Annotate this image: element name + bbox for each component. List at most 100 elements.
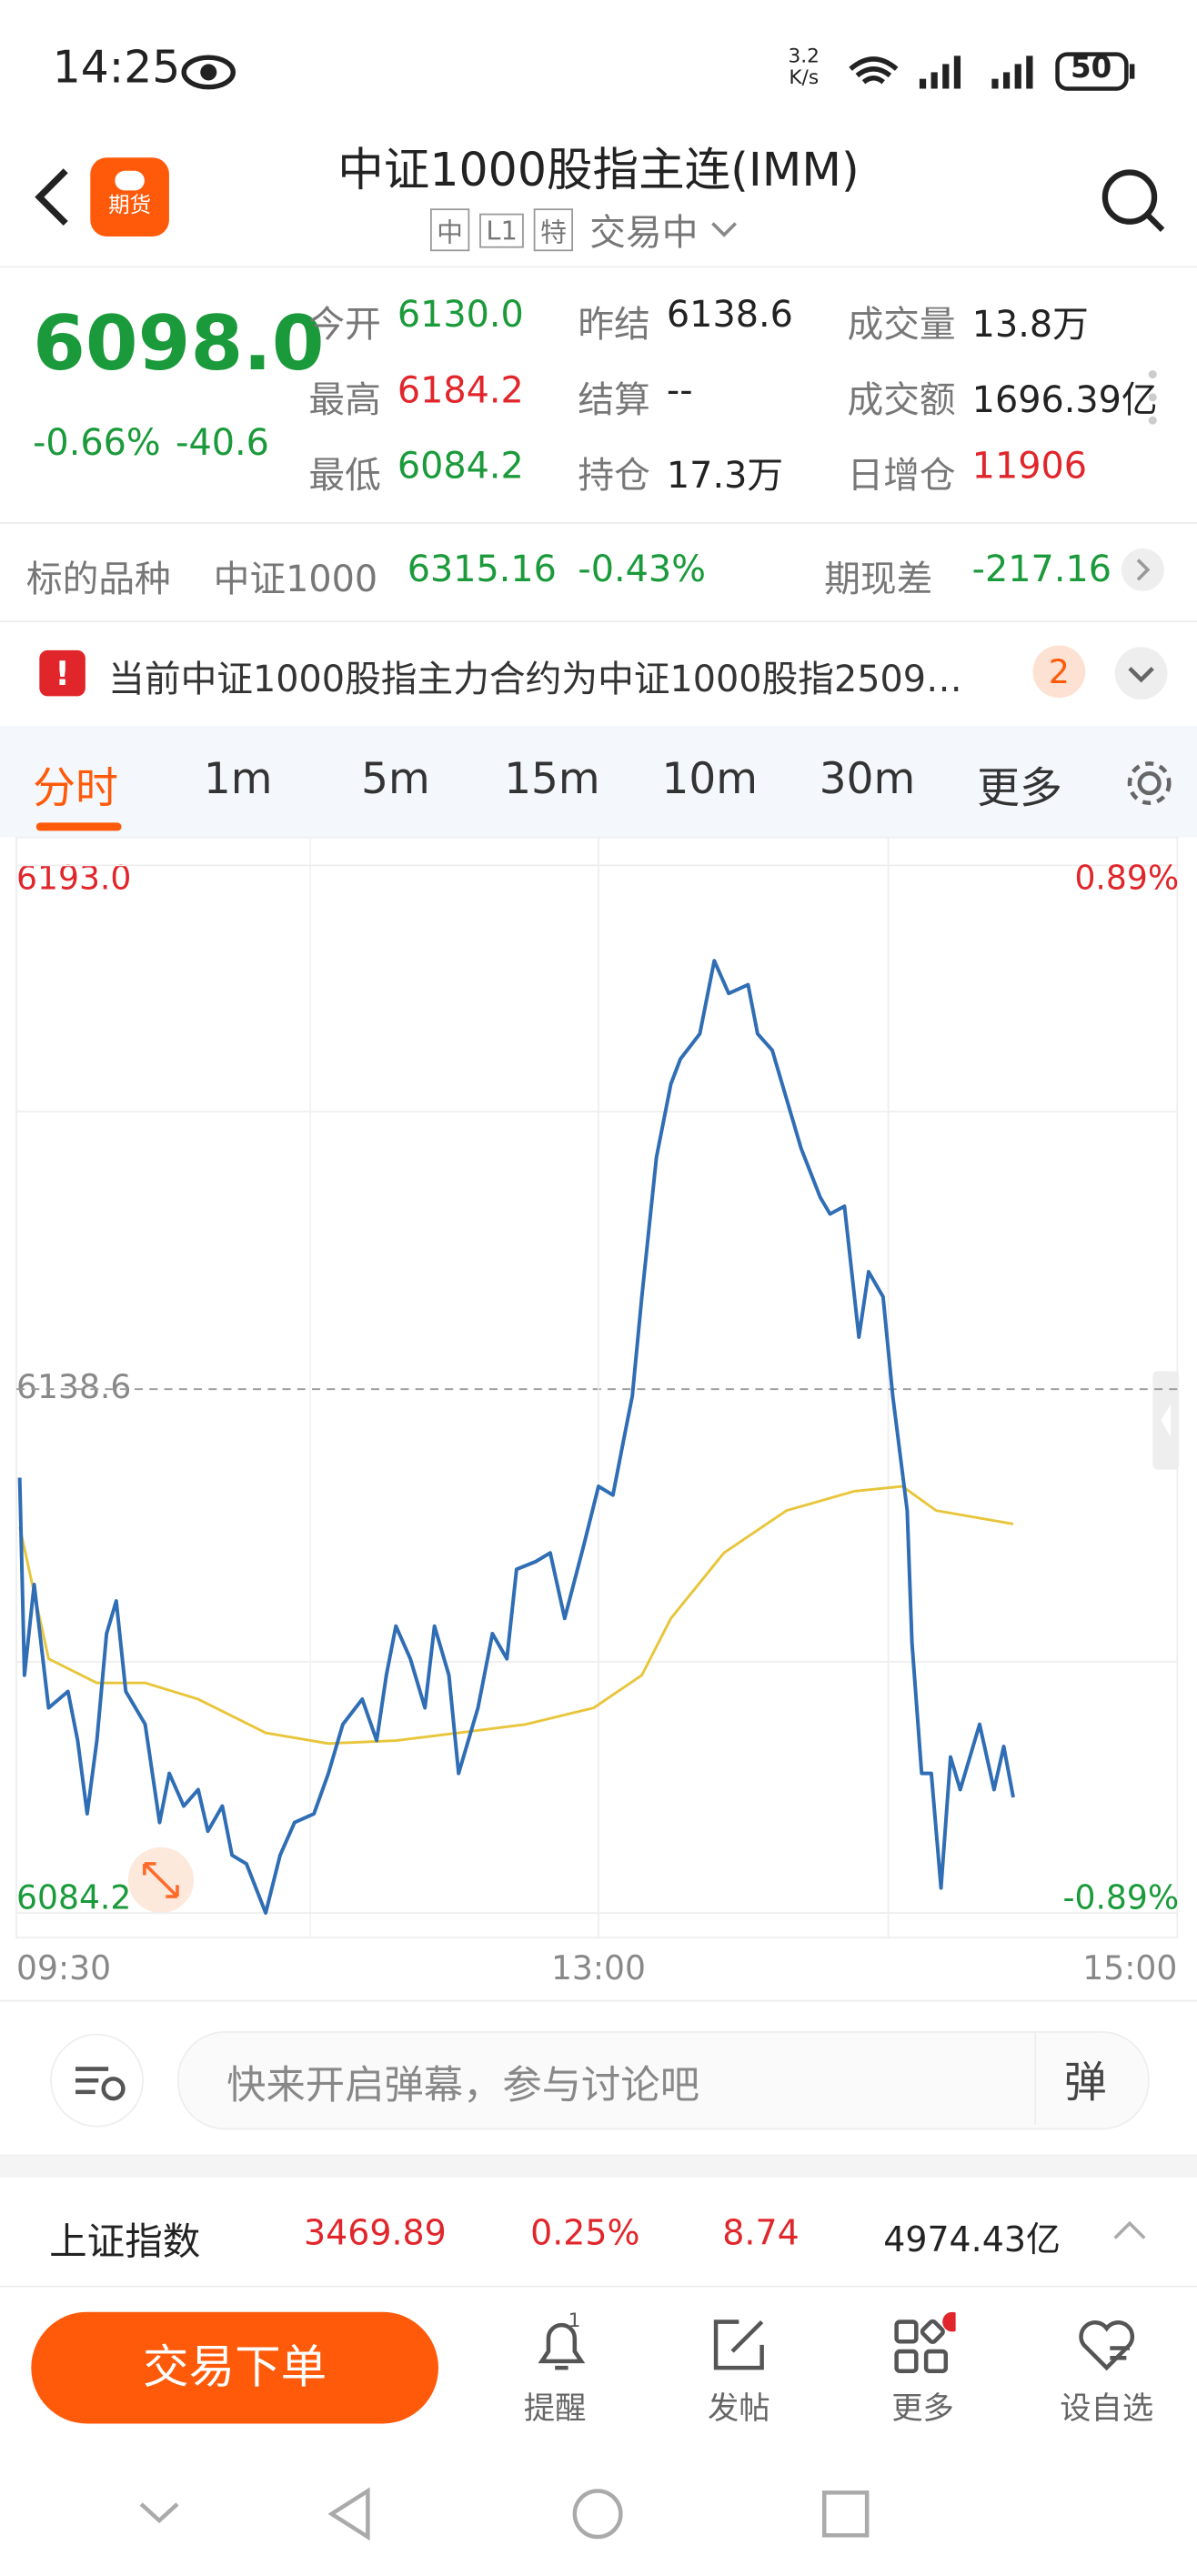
divider	[0, 2285, 1197, 2288]
tab[interactable]: 5m	[361, 755, 430, 805]
field-label: 成交额	[847, 380, 956, 422]
net-speed: 3.2 K/s	[788, 44, 820, 89]
subtitle-row: 中 L1 特 交易中	[429, 204, 740, 257]
chevron[interactable]	[708, 218, 740, 241]
action-label[interactable]: 更多	[891, 2390, 954, 2428]
y-tick-label: 6193.0	[16, 859, 131, 898]
action-label[interactable]: 发帖	[708, 2390, 770, 2428]
arrow-button[interactable]	[1120, 547, 1166, 593]
field-value: 1696.39亿	[971, 380, 1158, 422]
price-line	[17, 959, 1015, 1916]
field-value: 17.3万	[666, 456, 784, 498]
trade-button[interactable]: 交易下单	[31, 2311, 438, 2424]
more-icon[interactable]	[890, 2311, 956, 2378]
badge-icon	[115, 170, 145, 191]
tag: 中	[429, 208, 470, 252]
tag: L1	[479, 212, 525, 247]
fullscreen-icon	[143, 1862, 179, 1898]
alert-count: 1	[568, 2309, 581, 2332]
tab[interactable]: 10m	[661, 755, 758, 805]
field-label: 今开	[308, 305, 381, 347]
x-tick-label: 09:30	[16, 1948, 111, 1987]
change-pct: -0.66%	[33, 423, 161, 465]
speed-unit: K/s	[789, 65, 820, 89]
field-value: --	[666, 370, 693, 413]
ticker-amount: 4974.43亿	[883, 2219, 1061, 2259]
intraday-chart: 6084.2 6138.6 6193.0 -0.89% 0.89% 09:30 13:00 1…	[15, 836, 1180, 1987]
tab[interactable]: 分时	[33, 765, 119, 815]
field-value: 6138.6	[666, 295, 793, 337]
divider	[0, 620, 1197, 623]
last-price: 6098.0	[33, 298, 325, 388]
underlying-label: 标的品种	[25, 559, 171, 601]
trade-status: 交易中	[589, 213, 699, 255]
status-icons	[849, 52, 1135, 91]
field-value: 6130.0	[397, 295, 524, 337]
field-label: 最低	[308, 456, 381, 498]
field-value: 11906	[971, 447, 1088, 488]
tab-indicator	[35, 822, 122, 831]
y2-tick-label: -0.89%	[1062, 1878, 1179, 1917]
clock: 14:25	[52, 42, 181, 94]
underlying-name: 中证1000	[213, 559, 378, 601]
settings-button[interactable]	[1123, 757, 1176, 810]
expand-button[interactable]	[1113, 645, 1169, 700]
field-value: 6184.2	[397, 370, 524, 413]
search-button[interactable]	[1097, 165, 1169, 236]
divider	[0, 2154, 1197, 2178]
battery: 50	[1070, 50, 1112, 86]
comment-placeholder: 快来开启弹幕，参与讨论吧	[226, 2062, 700, 2108]
ticker-change: 8.74	[722, 2213, 800, 2253]
eye-icon	[181, 55, 236, 90]
change: -40.6	[176, 423, 269, 465]
x-tick-label: 13:00	[551, 1948, 646, 1987]
ticker-expand[interactable]	[1110, 2217, 1149, 2243]
speed: 3.2	[788, 44, 820, 68]
tab[interactable]: 1m	[203, 755, 273, 805]
system-nav	[139, 2487, 870, 2541]
y-tick-label: 6084.2	[16, 1878, 131, 1917]
alert-icon[interactable]	[528, 2312, 594, 2378]
app-badge: 期货	[90, 157, 169, 236]
y2-tick-label: 0.89%	[1074, 859, 1179, 898]
notice-count: 2	[1032, 645, 1086, 699]
field-label: 日增仓	[847, 456, 956, 498]
field-label: 持仓	[578, 456, 650, 498]
ticker-price: 3469.89	[303, 2213, 447, 2253]
more-dots[interactable]	[1144, 365, 1161, 430]
tab-bar	[0, 725, 1197, 838]
back-button[interactable]	[29, 165, 78, 230]
action-label[interactable]: 提醒	[523, 2390, 587, 2428]
badge-text: 期货	[108, 194, 152, 219]
divider	[0, 1999, 1197, 2002]
danmaku-button[interactable]: 弹	[1063, 2058, 1107, 2108]
tab[interactable]: 15m	[504, 755, 600, 805]
action-label[interactable]: 设自选	[1060, 2390, 1154, 2428]
field-label: 昨结	[578, 305, 650, 347]
average-line	[18, 1484, 1014, 1746]
tab[interactable]: 更多	[977, 765, 1062, 815]
field-value: 6084.2	[397, 447, 524, 488]
tab[interactable]: 30m	[819, 755, 916, 805]
field-value: 13.8万	[971, 305, 1089, 347]
y-tick-label: 6138.6	[16, 1367, 131, 1406]
ticker-name: 上证指数	[49, 2221, 201, 2265]
field-label: 结算	[578, 380, 650, 422]
notice-text[interactable]: 当前中证1000股指主力合约为中证1000股指2509…	[108, 659, 962, 701]
divider	[0, 266, 1197, 268]
post-icon[interactable]	[706, 2312, 771, 2378]
danmaku-settings[interactable]	[49, 2033, 145, 2128]
tag: 特	[533, 208, 574, 252]
watchlist-icon[interactable]	[1074, 2312, 1140, 2378]
basis: -217.16	[971, 549, 1112, 591]
x-tick-label: 15:00	[1082, 1948, 1177, 1987]
basis-label: 期现差	[824, 559, 933, 601]
comment-input[interactable]	[176, 2031, 1150, 2130]
ticker-pct: 0.25%	[530, 2213, 640, 2253]
field-label: 成交量	[847, 305, 956, 347]
underlying-price: 6315.16	[407, 549, 557, 591]
divider	[1034, 2032, 1037, 2125]
field-label: 最高	[308, 380, 381, 422]
